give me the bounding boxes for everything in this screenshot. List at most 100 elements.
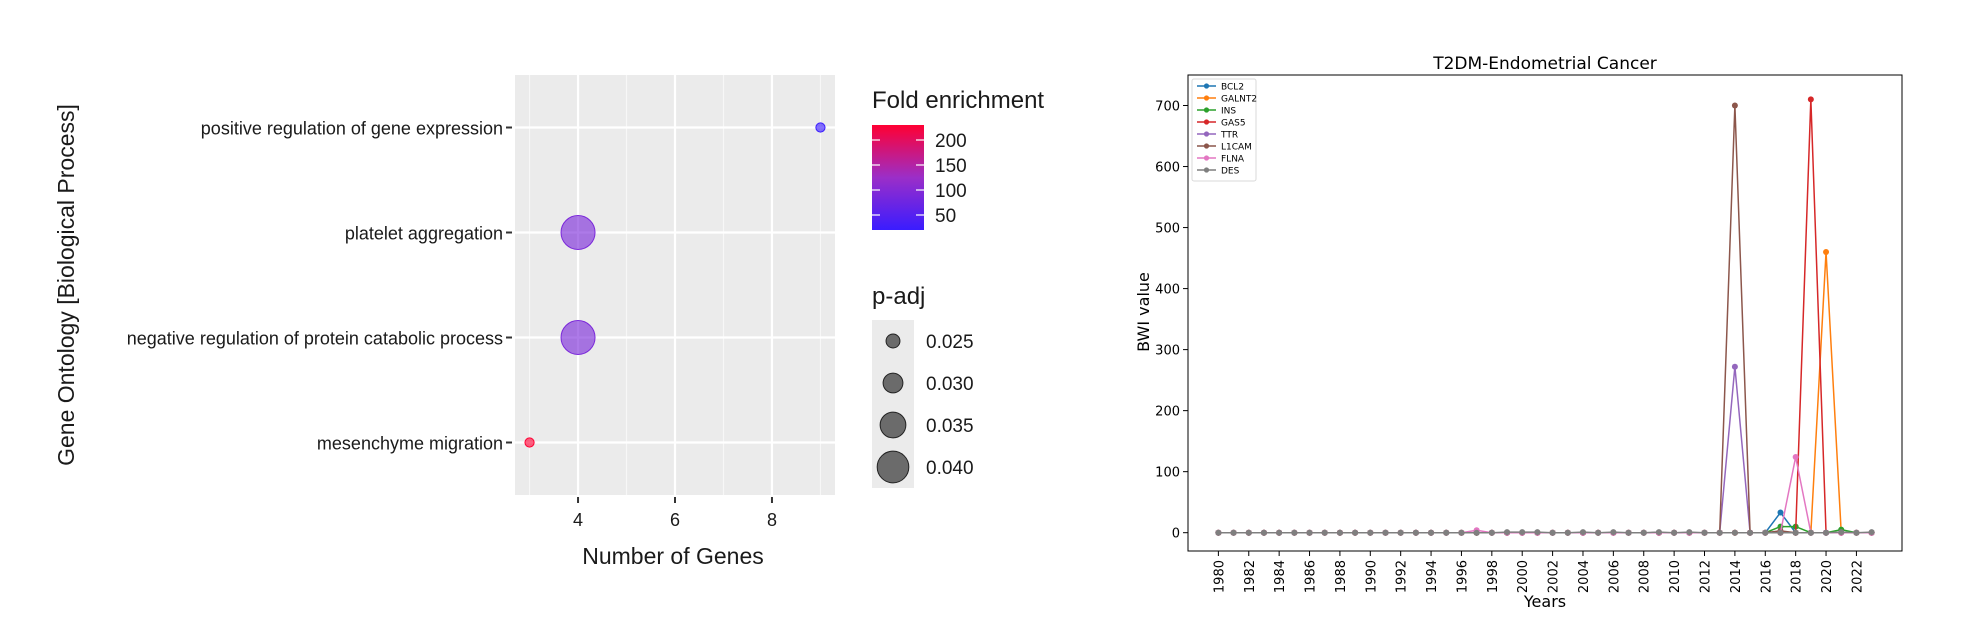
line-series-marker bbox=[1488, 529, 1495, 536]
line-series-marker bbox=[1352, 529, 1359, 536]
line-chart-x-tick-label: 2004 bbox=[1577, 560, 1592, 593]
legend-label: INS bbox=[1221, 107, 1236, 117]
dot-plot-category-label: positive regulation of gene expression bbox=[201, 119, 503, 139]
line-chart-legend-items: BCL2 GALNT2 INS GAS5 TTR L1CAM FLNA DES bbox=[1197, 83, 1257, 177]
dot-plot-category-labels: positive regulation of gene expression pl… bbox=[127, 119, 512, 454]
line-series-marker bbox=[1747, 529, 1754, 536]
line-chart-x-tick-label: 1998 bbox=[1486, 560, 1501, 593]
p-adj-legend-label: 0.025 bbox=[926, 332, 974, 353]
legend-label: GALNT2 bbox=[1221, 95, 1257, 105]
legend-marker-swatch bbox=[1203, 143, 1210, 149]
line-series-des bbox=[1215, 529, 1875, 536]
line-chart-x-tick-label: 2018 bbox=[1790, 560, 1805, 593]
legend-label: GAS5 bbox=[1221, 119, 1246, 129]
line-chart-axes-frame bbox=[1187, 74, 1903, 552]
line-series-marker bbox=[1428, 529, 1435, 536]
line-chart-x-tick-label: 1982 bbox=[1243, 560, 1258, 593]
line-chart-x-ticks: 1980 1982 1984 1986 1988 1990 1992 1994 1996 1998… bbox=[1212, 551, 1865, 593]
legend-label: TTR bbox=[1220, 131, 1238, 141]
line-series-marker bbox=[1412, 529, 1419, 536]
fold-enrichment-tick-label: 50 bbox=[935, 206, 956, 227]
p-adj-legend-label: 0.040 bbox=[926, 458, 974, 479]
legend-label: BCL2 bbox=[1221, 83, 1244, 93]
line-chart-x-tick-label: 2020 bbox=[1820, 560, 1835, 593]
line-series-marker bbox=[1610, 529, 1617, 536]
fold-enrichment-legend-title: Fold enrichment bbox=[872, 87, 1044, 114]
line-series-marker bbox=[1579, 529, 1586, 536]
line-series-marker bbox=[1823, 529, 1830, 536]
line-series-marker bbox=[1731, 363, 1738, 370]
legend-marker-swatch bbox=[1203, 119, 1210, 125]
line-chart-x-tick-label: 2010 bbox=[1668, 560, 1683, 593]
line-series-marker bbox=[1868, 529, 1875, 536]
fold-enrichment-tick-label: 150 bbox=[935, 156, 967, 177]
line-series-marker bbox=[1716, 529, 1723, 536]
line-chart-y-tick-label: 500 bbox=[1155, 222, 1180, 237]
fold-enrichment-legend: Fold enrichment 200 150 100 50 bbox=[872, 87, 1044, 230]
line-series-marker bbox=[1245, 529, 1252, 536]
line-series-marker bbox=[1504, 529, 1511, 536]
line-series-marker bbox=[1367, 529, 1374, 536]
line-chart-x-tick-label: 2012 bbox=[1699, 560, 1714, 593]
line-chart-x-tick-label: 1992 bbox=[1395, 560, 1410, 593]
line-series-marker bbox=[1671, 529, 1678, 536]
line-chart-x-tick-label: 1996 bbox=[1455, 560, 1470, 593]
line-series-marker bbox=[1823, 248, 1830, 255]
legend-marker-swatch bbox=[1203, 83, 1210, 89]
line-series-marker bbox=[1397, 529, 1404, 536]
legend-label: L1CAM bbox=[1221, 143, 1252, 153]
legend-marker-swatch bbox=[1203, 131, 1210, 137]
line-series-marker bbox=[1777, 509, 1784, 516]
line-chart-y-ticks: 0 100 200 300 400 500 600 700 bbox=[1155, 100, 1188, 542]
dot-plot-points bbox=[524, 122, 826, 448]
line-series-marker bbox=[1731, 529, 1738, 536]
bwi-line-chart: T2DM-Endometrial Cancer 0 100 200 300 400 500… bbox=[1134, 54, 1903, 611]
fold-enrichment-tick-label: 200 bbox=[935, 131, 967, 152]
dot-plot-category-label: negative regulation of protein catabolic… bbox=[127, 329, 503, 349]
line-chart-legend-box bbox=[1191, 78, 1257, 182]
line-series-marker bbox=[1762, 529, 1769, 536]
legend-label: DES bbox=[1221, 167, 1240, 177]
legend-marker-swatch bbox=[1203, 167, 1210, 173]
line-chart-x-tick-label: 1994 bbox=[1425, 560, 1440, 593]
line-series-marker bbox=[1443, 529, 1450, 536]
p-adj-legend-items: 0.025 0.030 0.035 0.040 bbox=[872, 320, 974, 488]
line-series-path bbox=[1218, 531, 1872, 534]
p-adj-legend-circle bbox=[882, 372, 904, 394]
line-series-marker bbox=[1838, 529, 1845, 536]
line-series-marker bbox=[1792, 454, 1799, 461]
p-adj-legend-circle bbox=[885, 333, 901, 349]
dot-plot-category-label: mesenchyme migration bbox=[317, 434, 503, 454]
line-series-marker bbox=[1564, 529, 1571, 536]
line-chart-x-tick-label: 2022 bbox=[1850, 560, 1865, 593]
dot-plot-gridlines bbox=[515, 75, 835, 495]
p-adj-legend-circle bbox=[879, 411, 907, 439]
line-series-marker bbox=[1549, 529, 1556, 536]
go-dot-plot: positive regulation of gene expression pl… bbox=[53, 75, 1044, 569]
p-adj-legend-label: 0.030 bbox=[926, 374, 974, 395]
line-series-marker bbox=[1625, 529, 1632, 536]
dot-plot-category-label: platelet aggregation bbox=[345, 224, 503, 244]
line-chart-y-tick-label: 100 bbox=[1155, 466, 1180, 481]
p-adj-legend-title: p-adj bbox=[872, 283, 925, 310]
line-chart-x-tick-label: 2002 bbox=[1547, 560, 1562, 593]
line-series-marker bbox=[1655, 529, 1662, 536]
line-chart-x-tick-label: 1988 bbox=[1334, 560, 1349, 593]
p-adj-legend-circle bbox=[876, 450, 910, 484]
line-chart-y-axis-label: BWI value bbox=[1134, 272, 1153, 352]
line-series-marker bbox=[1230, 529, 1237, 536]
dot-plot-x-tick-label: 8 bbox=[767, 510, 777, 530]
dot-plot-x-tick-label: 4 bbox=[573, 510, 583, 530]
line-series-marker bbox=[1382, 529, 1389, 536]
line-chart-x-tick-label: 2000 bbox=[1516, 560, 1531, 593]
line-chart-y-tick-label: 400 bbox=[1155, 283, 1180, 298]
line-series-marker bbox=[1260, 529, 1267, 536]
dot-plot-point bbox=[560, 215, 596, 250]
line-chart-series bbox=[1215, 96, 1875, 536]
line-series-marker bbox=[1291, 529, 1298, 536]
p-adj-legend-label: 0.035 bbox=[926, 416, 974, 437]
line-series-marker bbox=[1853, 529, 1860, 536]
line-series-marker bbox=[1276, 529, 1283, 536]
legend-marker-swatch bbox=[1203, 107, 1210, 113]
fold-enrichment-ticks: 200 150 100 50 bbox=[872, 131, 967, 227]
